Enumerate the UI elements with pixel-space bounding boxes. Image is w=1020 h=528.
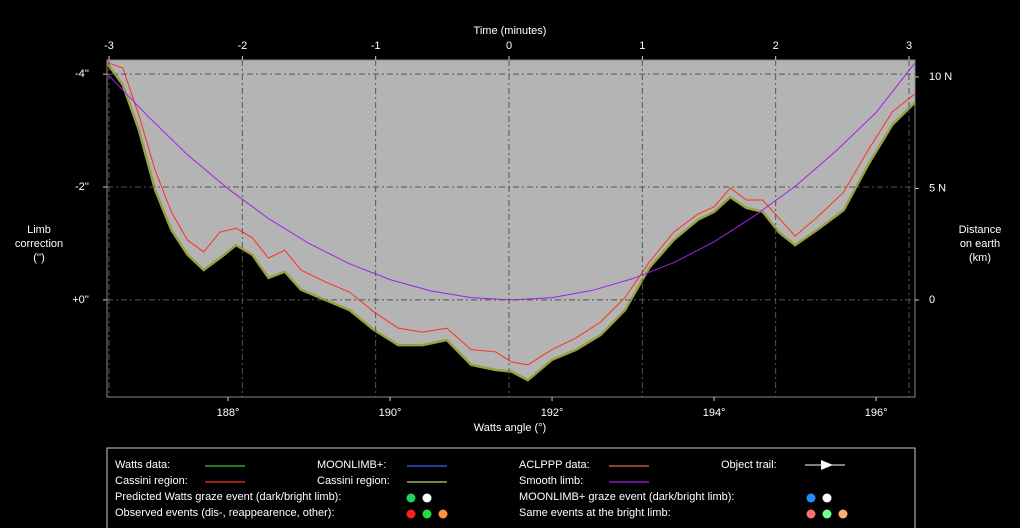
- legend-label: Watts data:: [115, 459, 170, 471]
- profile-area: [107, 60, 915, 381]
- legend-label: Cassini region:: [115, 475, 188, 487]
- legend-dot: [422, 509, 432, 519]
- legend-label: Smooth limb:: [519, 475, 583, 487]
- legend-label: ACLPPP data:: [519, 459, 590, 471]
- y-axis-title: Limb: [27, 224, 51, 236]
- y2-tick-label: 10 N: [929, 71, 952, 83]
- y-tick-label: +0'': [72, 294, 89, 306]
- y2-axis-title: on earth: [960, 238, 1000, 250]
- legend-label: MOONLIMB+ graze event (dark/bright limb)…: [519, 491, 735, 503]
- x-tick-label: 194°: [703, 407, 726, 419]
- x2-tick-label: 1: [639, 40, 645, 52]
- legend-dot: [806, 509, 816, 519]
- legend-dot: [822, 493, 832, 503]
- y-axis-title: (''): [33, 252, 45, 264]
- legend-dot: [406, 509, 416, 519]
- x2-tick-label: -1: [371, 40, 381, 52]
- x-tick-label: 190°: [379, 407, 402, 419]
- x2-tick-label: -3: [104, 40, 114, 52]
- y2-axis-title: (km): [969, 252, 991, 264]
- x2-axis-title: Time (minutes): [474, 25, 547, 37]
- x-tick-label: 196°: [865, 407, 888, 419]
- x2-tick-label: 2: [773, 40, 779, 52]
- y-tick-label: -2'': [75, 181, 89, 193]
- legend-label: Predicted Watts graze event (dark/bright…: [115, 491, 341, 503]
- x2-tick-label: 0: [506, 40, 512, 52]
- legend-dot: [422, 493, 432, 503]
- legend-arrow: [821, 460, 833, 470]
- y-tick-label: -4'': [75, 68, 89, 80]
- x-tick-label: 192°: [541, 407, 564, 419]
- x-tick-label: 188°: [217, 407, 240, 419]
- legend-label: Cassini region:: [317, 475, 390, 487]
- y2-tick-label: 5 N: [929, 182, 946, 194]
- y2-axis-title: Distance: [959, 224, 1002, 236]
- plot-frame: [106, 59, 916, 398]
- y-axis-title: correction: [15, 238, 63, 250]
- series-line: [107, 62, 915, 301]
- legend-dot: [838, 509, 848, 519]
- plot-area: [107, 60, 915, 397]
- x-axis-title: Watts angle (°): [474, 422, 546, 434]
- x2-tick-label: -2: [237, 40, 247, 52]
- series-line: [107, 61, 915, 382]
- legend-label: MOONLIMB+:: [317, 459, 386, 471]
- legend-label: Object trail:: [721, 459, 777, 471]
- legend-label: Same events at the bright limb:: [519, 507, 671, 519]
- legend-dot: [438, 509, 448, 519]
- legend-dot: [406, 493, 416, 503]
- legend-box: [106, 447, 916, 528]
- y2-tick-label: 0: [929, 294, 935, 306]
- legend-dot: [822, 509, 832, 519]
- x2-tick-label: 3: [906, 40, 912, 52]
- legend-label: Observed events (dis-, reappearence, oth…: [115, 507, 335, 519]
- legend-dot: [806, 493, 816, 503]
